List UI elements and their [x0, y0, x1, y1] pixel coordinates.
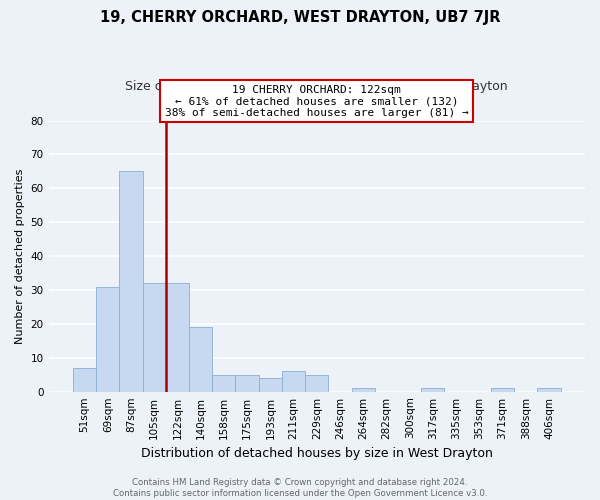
Y-axis label: Number of detached properties: Number of detached properties [15, 168, 25, 344]
Text: 19 CHERRY ORCHARD: 122sqm
← 61% of detached houses are smaller (132)
38% of semi: 19 CHERRY ORCHARD: 122sqm ← 61% of detac… [165, 84, 469, 118]
Bar [538, 388, 560, 392]
Title: Size of property relative to detached houses in West Drayton: Size of property relative to detached ho… [125, 80, 508, 93]
Text: Contains HM Land Registry data © Crown copyright and database right 2024.
Contai: Contains HM Land Registry data © Crown c… [113, 478, 487, 498]
X-axis label: Distribution of detached houses by size in West Drayton: Distribution of detached houses by size … [141, 447, 493, 460]
Bar [73, 368, 96, 392]
Bar [352, 388, 375, 392]
Bar [166, 283, 189, 392]
Bar [189, 328, 212, 392]
Bar [119, 172, 143, 392]
Bar [282, 372, 305, 392]
Bar [235, 374, 259, 392]
Bar [143, 283, 166, 392]
Text: 19, CHERRY ORCHARD, WEST DRAYTON, UB7 7JR: 19, CHERRY ORCHARD, WEST DRAYTON, UB7 7J… [100, 10, 500, 25]
Bar [491, 388, 514, 392]
Bar [212, 374, 235, 392]
Bar [421, 388, 445, 392]
Bar [96, 286, 119, 392]
Bar [305, 374, 328, 392]
Bar [259, 378, 282, 392]
